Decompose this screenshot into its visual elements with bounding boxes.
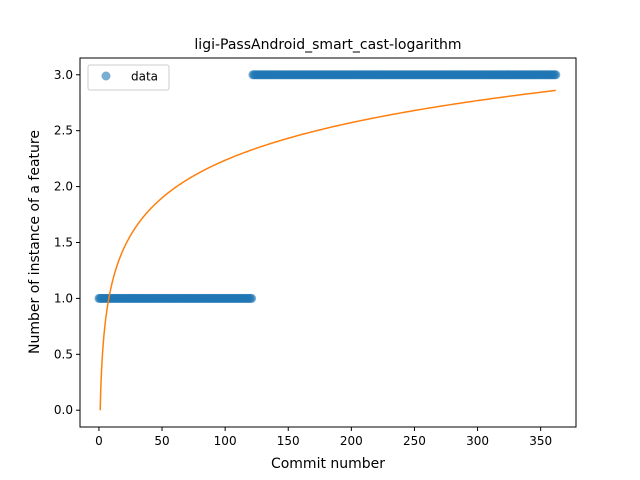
chart-title: ligi-PassAndroid_smart_cast-logarithm: [194, 37, 461, 53]
x-tick-label: 0: [95, 434, 103, 448]
data-point: [551, 70, 560, 79]
y-tick-label: 1.5: [54, 236, 73, 250]
y-tick-label: 0.0: [54, 403, 73, 417]
x-tick-label: 50: [154, 434, 169, 448]
x-tick-label: 350: [529, 434, 552, 448]
legend-entry-data: data: [131, 70, 158, 84]
y-tick-label: 1.0: [54, 291, 73, 305]
x-tick-label: 150: [277, 434, 300, 448]
legend: data: [88, 65, 169, 90]
x-tick-label: 250: [403, 434, 426, 448]
x-tick-label: 100: [214, 434, 237, 448]
x-axis-label: Commit number: [271, 456, 385, 472]
y-tick-label: 2.0: [54, 180, 73, 194]
x-tick-label: 300: [466, 434, 489, 448]
data-point: [247, 294, 256, 303]
y-axis-label: Number of instance of a feature: [27, 130, 43, 354]
y-tick-label: 0.5: [54, 347, 73, 361]
y-tick-label: 3.0: [54, 68, 73, 82]
y-tick-label: 2.5: [54, 124, 73, 138]
legend-marker-icon: [102, 72, 111, 81]
x-tick-label: 200: [340, 434, 363, 448]
